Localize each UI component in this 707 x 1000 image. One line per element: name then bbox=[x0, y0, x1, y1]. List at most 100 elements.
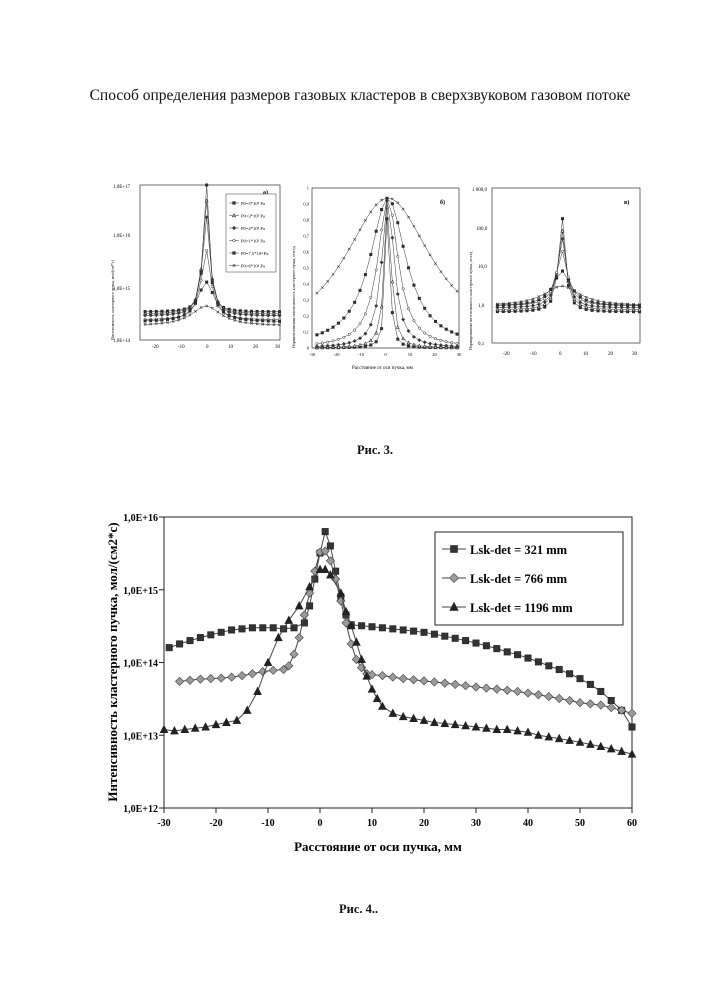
figure-4-chart: Интенсивность кластерного пучка, мол/(см… bbox=[0, 505, 707, 875]
curve-point bbox=[359, 344, 362, 347]
curve-line bbox=[497, 219, 639, 312]
curve-point bbox=[342, 342, 345, 345]
curve-point bbox=[375, 269, 377, 271]
curve-line bbox=[497, 231, 639, 310]
curve-point bbox=[364, 273, 366, 275]
data-point bbox=[254, 687, 262, 694]
curve-point bbox=[149, 319, 151, 321]
data-point bbox=[176, 641, 182, 647]
curve-point bbox=[200, 289, 202, 291]
fig4-caption: Рис. 4.. bbox=[339, 902, 378, 917]
data-point bbox=[295, 633, 303, 641]
curve-point bbox=[183, 317, 185, 319]
curve-5 bbox=[496, 270, 640, 307]
data-point bbox=[473, 640, 479, 646]
curve-point bbox=[445, 278, 447, 280]
curve-point bbox=[585, 308, 587, 310]
data-point bbox=[269, 666, 277, 674]
curve-point bbox=[532, 301, 534, 303]
y-tick-label: 0,9 bbox=[303, 202, 309, 208]
curve-line bbox=[317, 219, 457, 348]
data-point bbox=[628, 709, 636, 717]
curve-1 bbox=[496, 217, 640, 312]
data-point bbox=[556, 666, 562, 672]
data-point bbox=[322, 528, 328, 534]
panel-c-ytick: 100,0 bbox=[476, 227, 488, 232]
data-point bbox=[565, 696, 573, 704]
curve-point bbox=[423, 345, 426, 348]
x-tick-label: 50 bbox=[575, 818, 585, 829]
data-point bbox=[238, 671, 246, 679]
curve-point bbox=[407, 341, 410, 344]
curve-4 bbox=[496, 250, 640, 307]
data-point bbox=[353, 638, 361, 645]
curve-point bbox=[413, 319, 415, 321]
curve-1 bbox=[316, 217, 459, 349]
x-tick-label: -20 bbox=[334, 352, 341, 357]
data-point bbox=[587, 681, 593, 687]
x-tick-label: 0 bbox=[384, 352, 387, 357]
curve-point bbox=[166, 318, 168, 320]
y-tick-label: 0,1 bbox=[303, 330, 309, 336]
curve-point bbox=[337, 265, 339, 267]
x-tick-label: -20 bbox=[209, 818, 222, 829]
curve-point bbox=[256, 319, 258, 321]
curve-point bbox=[337, 343, 340, 346]
curve-point bbox=[402, 288, 404, 290]
curve-point bbox=[380, 229, 382, 231]
curve-point bbox=[364, 313, 366, 315]
curve-line bbox=[497, 286, 639, 305]
panel-a-ytick: 1,0E+17 bbox=[113, 185, 131, 190]
curve-point bbox=[537, 303, 540, 306]
figure-3: а) Интенсивность кластерного пучка, мол/… bbox=[0, 180, 707, 380]
curve-point bbox=[348, 248, 350, 250]
data-point bbox=[472, 683, 480, 691]
curve-point bbox=[397, 202, 399, 204]
curve-point bbox=[434, 337, 436, 339]
data-point bbox=[535, 659, 541, 665]
curve-point bbox=[413, 225, 415, 227]
curve-point bbox=[316, 334, 318, 336]
panel-a-xtick: 20 bbox=[253, 345, 259, 350]
curve-point bbox=[456, 333, 458, 335]
curve-point bbox=[440, 270, 442, 272]
data-point bbox=[196, 675, 204, 683]
curve-point bbox=[380, 327, 382, 329]
curve-point bbox=[326, 329, 328, 331]
curve-point bbox=[391, 203, 393, 205]
x-tick-label: -10 bbox=[261, 818, 274, 829]
curve-point bbox=[183, 314, 185, 316]
data-point bbox=[197, 634, 203, 640]
curve-point bbox=[364, 345, 366, 347]
data-point bbox=[291, 625, 297, 631]
curve-point bbox=[407, 345, 409, 347]
panel-b: б) Нормализованная интенсивность кластер… bbox=[291, 186, 462, 372]
curve-point bbox=[579, 306, 581, 308]
curve-point bbox=[316, 342, 318, 344]
data-point bbox=[379, 702, 387, 709]
curve-point bbox=[585, 296, 587, 298]
data-point bbox=[175, 677, 183, 685]
data-point bbox=[217, 674, 225, 682]
panel-c-label: в) bbox=[624, 199, 629, 206]
curve-point bbox=[370, 211, 372, 213]
curve-point bbox=[233, 316, 235, 318]
panel-a-ytick: 1,0E+15 bbox=[113, 287, 131, 292]
curve-point bbox=[267, 320, 269, 322]
x-tick-label: 0 bbox=[318, 818, 323, 829]
y-tick-label: 1 bbox=[307, 186, 309, 191]
curve-point bbox=[424, 244, 426, 246]
curve-6 bbox=[316, 197, 459, 295]
data-point bbox=[452, 635, 458, 641]
data-point bbox=[451, 680, 459, 688]
curve-line bbox=[497, 239, 639, 308]
data-point bbox=[166, 644, 172, 650]
curve-point bbox=[337, 322, 339, 324]
panel-c-ytick: 0,1 bbox=[478, 342, 485, 347]
curve-point bbox=[445, 328, 447, 330]
legend-marker bbox=[233, 252, 236, 255]
curve-point bbox=[348, 345, 351, 348]
curve-point bbox=[544, 293, 546, 295]
curve-point bbox=[456, 342, 458, 344]
curve-point bbox=[321, 342, 323, 344]
